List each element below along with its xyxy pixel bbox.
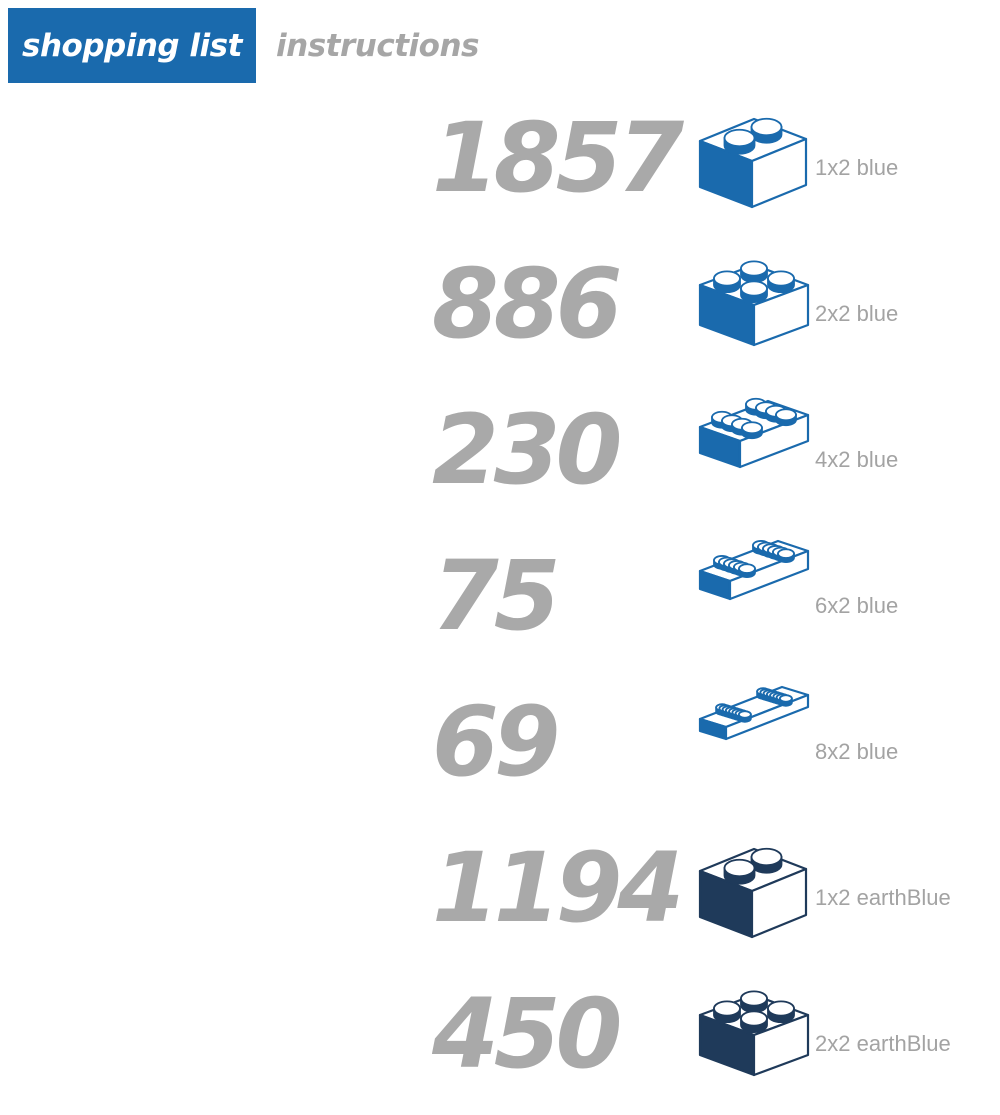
brick-2x2-icon bbox=[698, 255, 810, 351]
item-label: 4x2 blue bbox=[815, 447, 899, 472]
brick-1x2-icon bbox=[698, 109, 810, 209]
list-item: 230 4x2 blue bbox=[0, 385, 1000, 531]
item-label: 1x2 blue bbox=[815, 155, 899, 180]
item-count: 450 bbox=[432, 978, 622, 1090]
list-item: 75 6x2 blue bbox=[0, 531, 1000, 677]
brick-4x2-icon bbox=[698, 397, 810, 497]
item-count: 230 bbox=[432, 394, 622, 506]
item-label: 8x2 blue bbox=[815, 739, 899, 764]
item-count: 69 bbox=[432, 686, 561, 798]
brick-6x2-icon bbox=[698, 539, 810, 643]
item-count: 1857 bbox=[432, 102, 684, 214]
list-item: 69 8x2 blue bbox=[0, 677, 1000, 823]
brick-1x2-icon bbox=[698, 839, 810, 939]
item-label: 6x2 blue bbox=[815, 593, 899, 618]
item-label: 2x2 blue bbox=[815, 301, 899, 326]
tab-shopping-list[interactable]: shopping list bbox=[8, 8, 256, 83]
brick-2x2-icon bbox=[698, 985, 810, 1081]
list-item: 886 2x2 blue bbox=[0, 239, 1000, 385]
item-label: 2x2 earthBlue bbox=[815, 1031, 951, 1056]
item-count: 886 bbox=[432, 248, 622, 360]
list-item: 450 2x2 earthBlue bbox=[0, 969, 1000, 1115]
tab-instructions[interactable]: instructions bbox=[276, 27, 479, 64]
list-item: 1857 1x2 blue bbox=[0, 93, 1000, 239]
list-item: 1194 1x2 earthBlue bbox=[0, 823, 1000, 969]
item-count: 75 bbox=[432, 540, 561, 652]
item-count: 1194 bbox=[432, 832, 684, 944]
item-label: 1x2 earthBlue bbox=[815, 885, 951, 910]
tab-bar: shopping list instructions bbox=[8, 8, 479, 83]
brick-8x2-icon bbox=[698, 685, 810, 789]
